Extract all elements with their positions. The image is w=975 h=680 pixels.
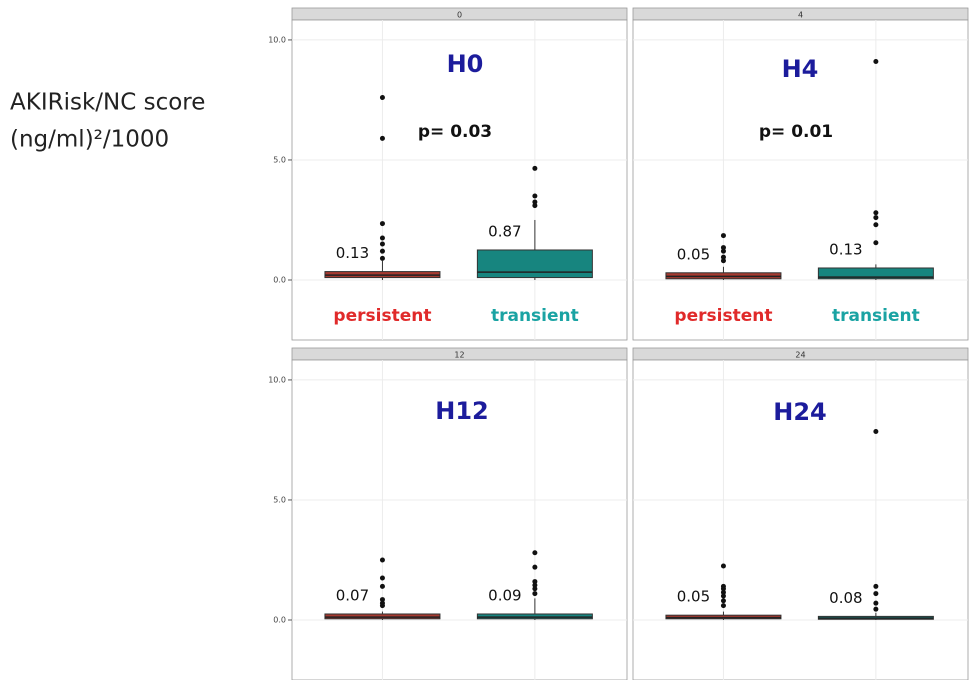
outlier [532,550,538,556]
outlier [379,221,385,227]
outlier [532,165,538,171]
outlier [379,255,385,261]
box [476,249,593,279]
outlier [379,597,385,603]
outlier [873,240,879,246]
outlier [532,591,538,597]
outlier [379,241,385,247]
box-label: 0.05 [677,245,710,263]
y-tick-label: 10.0 [268,375,286,384]
outlier [720,563,726,569]
outlier [720,598,726,604]
panel-title: H0 [447,50,484,78]
outlier [379,95,385,101]
p-value: p= 0.01 [759,122,833,142]
box-label: 0.08 [829,589,862,607]
outlier [720,586,726,592]
panel [632,359,969,680]
panel [291,359,628,680]
category-label: transient [491,306,579,326]
category-label: persistent [333,306,431,326]
panel [291,19,628,341]
outlier [720,589,726,595]
outlier [379,235,385,241]
y-tick-label: 5.0 [273,155,286,164]
outlier [720,248,726,254]
outlier [532,564,538,570]
box [817,267,934,280]
y-axis-label: (ng/ml)²/1000 [10,127,169,153]
strip-label: 0 [457,11,462,20]
box-label: 0.87 [488,222,521,240]
outlier [873,429,879,435]
outlier [873,222,879,228]
category-label: persistent [674,306,772,326]
box-label: 0.13 [336,244,369,262]
p-value: p= 0.03 [418,122,492,142]
panel-title: H4 [782,55,819,83]
outlier [532,582,538,588]
outlier [720,233,726,239]
strip-label: 24 [795,351,805,360]
outlier [720,603,726,609]
strip-label: 4 [798,11,803,20]
outlier [379,583,385,589]
box-label: 0.05 [677,588,710,606]
panel [632,19,969,341]
outlier [873,583,879,589]
y-tick-label: 0.0 [273,275,286,284]
outlier [379,575,385,581]
strip-label: 12 [454,351,464,360]
outlier [873,600,879,606]
panel-title: H12 [435,397,488,425]
y-tick-label: 5.0 [273,495,286,504]
outlier [532,203,538,209]
panel-title: H24 [773,398,826,426]
outlier [379,557,385,563]
box-label: 0.13 [829,240,862,258]
y-tick-label: 10.0 [268,35,286,44]
outlier [532,586,538,592]
box-label: 0.07 [336,586,369,604]
outlier [873,606,879,612]
outlier [873,210,879,216]
box-label: 0.09 [488,586,521,604]
outlier [720,254,726,260]
outlier [379,248,385,254]
outlier [379,135,385,141]
outlier [720,245,726,251]
outlier [532,199,538,205]
outlier [873,59,879,65]
y-tick-label: 0.0 [273,615,286,624]
outlier [873,215,879,221]
outlier [532,579,538,585]
category-label: transient [832,306,920,326]
outlier [873,591,879,597]
outlier [379,603,385,609]
outlier [720,258,726,264]
outlier [720,593,726,599]
y-axis-label: AKIRisk/NC score [10,90,205,116]
outlier [532,193,538,199]
